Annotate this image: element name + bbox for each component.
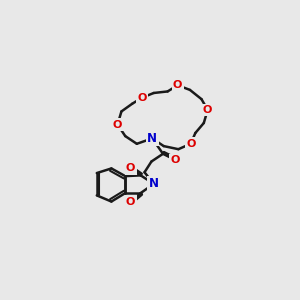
- Text: O: O: [186, 139, 195, 149]
- Text: O: O: [173, 80, 182, 90]
- Text: O: O: [171, 155, 180, 165]
- Text: O: O: [126, 196, 135, 206]
- Text: O: O: [137, 93, 147, 103]
- Text: N: N: [147, 132, 157, 145]
- Text: O: O: [203, 105, 212, 115]
- Text: N: N: [149, 177, 159, 190]
- Text: O: O: [113, 119, 122, 130]
- Text: O: O: [126, 164, 135, 173]
